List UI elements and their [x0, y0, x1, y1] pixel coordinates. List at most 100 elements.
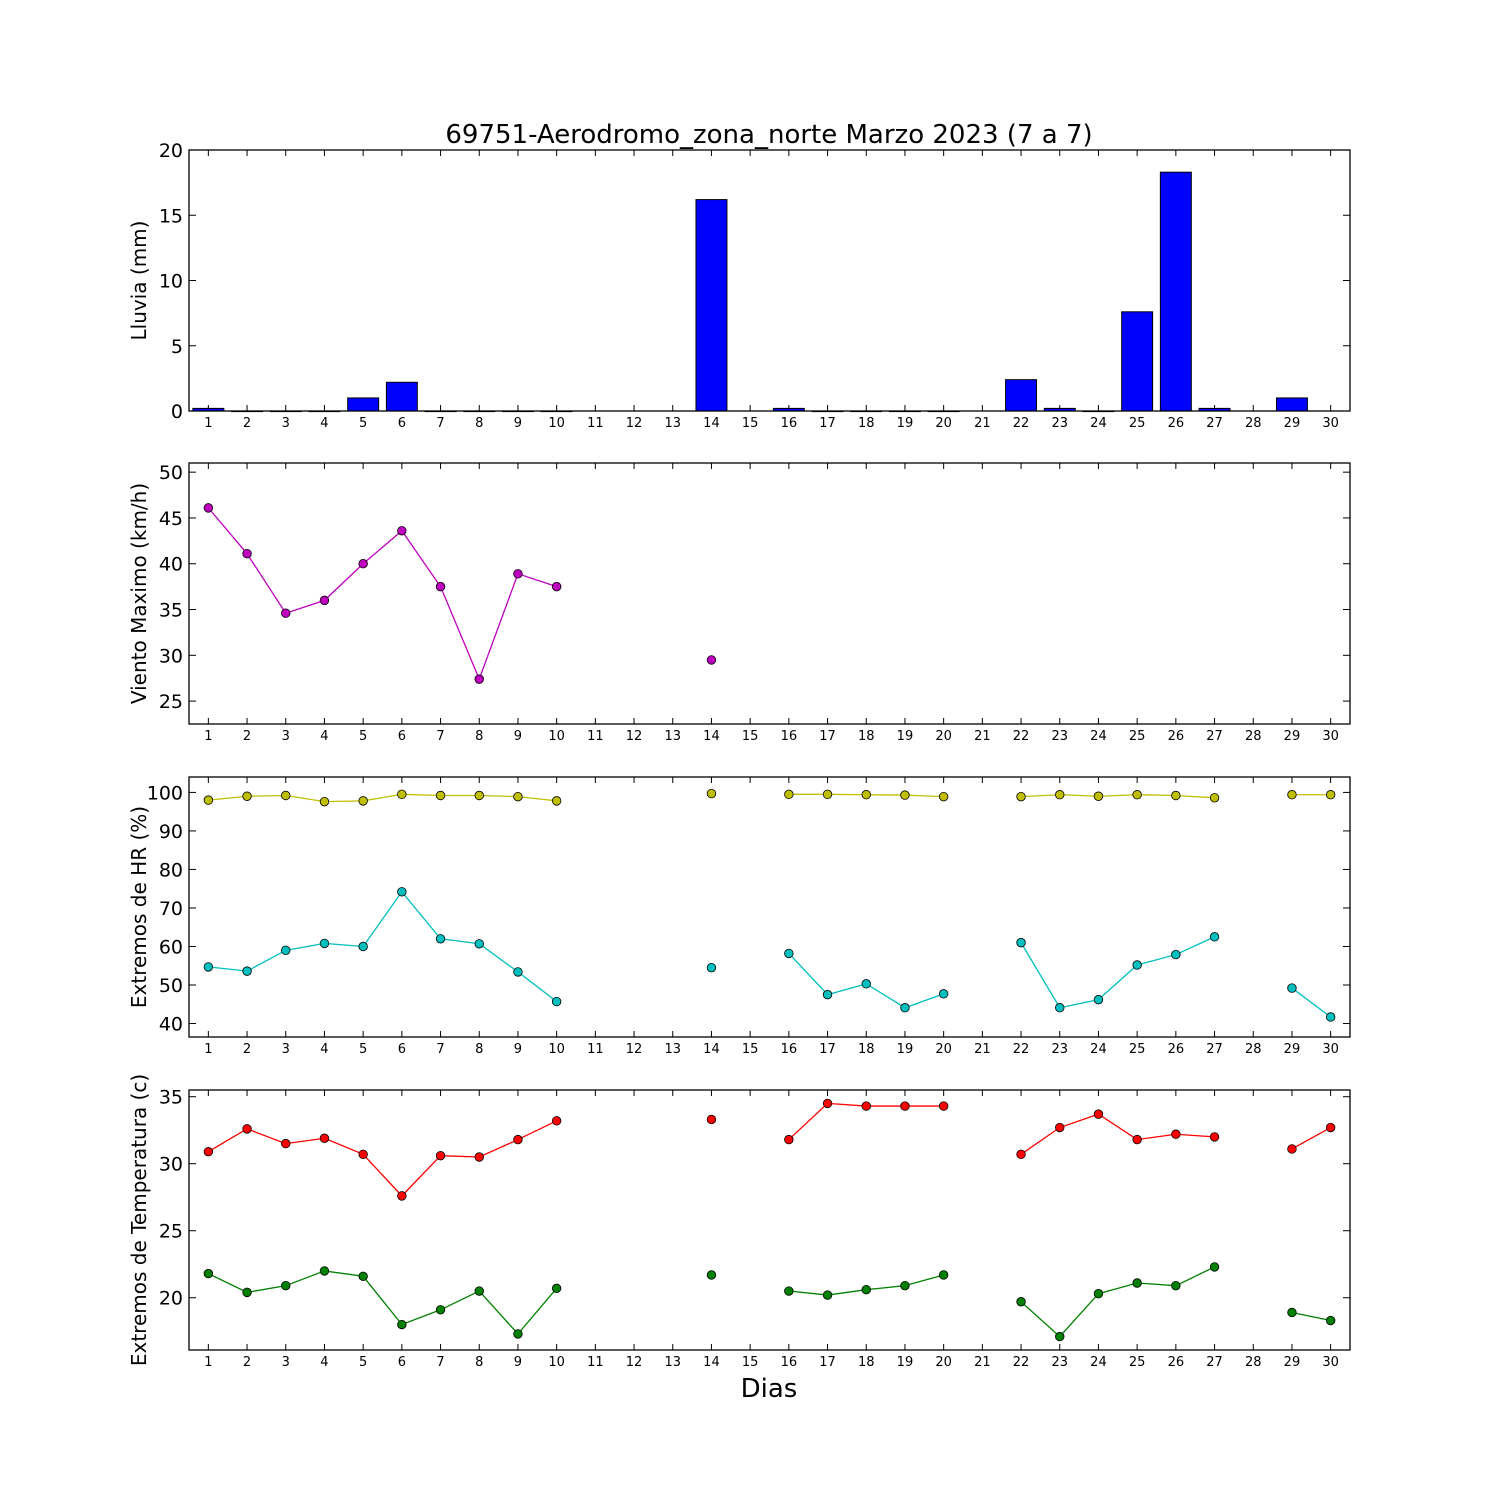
- series-1-point-day-5: [358, 1271, 368, 1281]
- x-tick-label: 4: [320, 1042, 328, 1057]
- series-1-line: [1291, 987, 1332, 1018]
- rain-bar-day-22: [1005, 379, 1038, 412]
- series-0-point-day-18: [861, 1101, 871, 1111]
- series-1-point-day-16: [784, 948, 794, 959]
- series-0-point-day-30: [1325, 790, 1336, 800]
- x-tick-label: 14: [703, 1355, 720, 1370]
- x-tick-label: 4: [320, 416, 328, 431]
- figure-title: 69751-Aerodromo_zona_norte Marzo 2023 (7…: [445, 120, 1092, 150]
- x-tick-label: 25: [1129, 1042, 1146, 1057]
- y-tick-label: 35: [159, 1087, 183, 1109]
- series-0-point-day-3: [281, 1138, 291, 1149]
- x-tick-label: 7: [436, 729, 444, 744]
- series-0-point-day-6: [397, 789, 407, 800]
- rain-bar-day-14: [695, 199, 728, 412]
- x-tick-label: 24: [1090, 1355, 1107, 1370]
- x-tick-label: 19: [897, 1355, 914, 1370]
- series-0-point-day-2: [242, 548, 252, 559]
- x-tick-label: 11: [587, 1042, 604, 1057]
- y-tick-label: 0: [171, 401, 183, 423]
- series-0-point-day-30: [1325, 1122, 1336, 1133]
- series-1-point-day-5: [358, 941, 368, 952]
- series-0-point-day-27: [1209, 793, 1220, 803]
- series-0-point-day-24: [1093, 791, 1104, 801]
- y-tick-label: 20: [159, 140, 183, 162]
- y-tick-label: 30: [159, 645, 183, 667]
- x-tick-label: 25: [1129, 1355, 1146, 1370]
- x-tick-label: 17: [819, 729, 836, 744]
- series-0-point-day-8: [474, 674, 484, 684]
- series-1-point-day-22: [1016, 937, 1026, 948]
- y-axis-label: Extremos de HR (%): [127, 806, 151, 1008]
- rain-bar-day-25: [1121, 311, 1154, 412]
- series-0-line: [207, 507, 557, 681]
- x-tick-label: 24: [1090, 729, 1107, 744]
- x-tick-label: 16: [781, 1042, 798, 1057]
- series-0-point-day-4: [319, 595, 330, 606]
- x-tick-label: 28: [1245, 1042, 1262, 1057]
- y-tick-label: 15: [159, 205, 183, 227]
- x-tick-label: 20: [935, 1355, 952, 1370]
- x-tick-label: 5: [359, 1355, 367, 1370]
- x-tick-label: 21: [974, 1042, 991, 1057]
- x-tick-label: 27: [1206, 1355, 1223, 1370]
- series-1-point-day-19: [900, 1280, 910, 1291]
- x-tick-label: 9: [514, 729, 522, 744]
- series-1-point-day-27: [1209, 1262, 1220, 1272]
- series-1-point-day-18: [861, 1284, 871, 1295]
- x-tick-label: 12: [626, 1355, 643, 1370]
- series-1-point-day-23: [1055, 1003, 1065, 1013]
- x-tick-label: 16: [781, 416, 798, 431]
- series-1-point-day-10: [551, 1283, 562, 1294]
- series-0-point-day-18: [861, 790, 871, 800]
- x-tick-label: 1: [204, 1042, 212, 1057]
- x-tick-label: 14: [703, 729, 720, 744]
- series-1-point-day-1: [203, 1268, 214, 1279]
- x-tick-label: 3: [282, 416, 290, 431]
- x-tick-label: 23: [1051, 729, 1068, 744]
- y-axis-label: Viento Maximo (km/h): [127, 483, 151, 704]
- series-1-point-day-29: [1287, 1307, 1297, 1318]
- series-0-point-day-8: [474, 1152, 484, 1162]
- series-0-point-day-20: [938, 791, 949, 802]
- series-1-point-day-26: [1171, 1280, 1181, 1291]
- series-0-line: [208, 793, 557, 803]
- x-tick-label: 21: [974, 729, 991, 744]
- series-1-point-day-18: [861, 979, 871, 989]
- series-1-point-day-14: [706, 1270, 717, 1280]
- series-0-point-day-20: [938, 1101, 949, 1111]
- series-0-point-day-23: [1055, 1122, 1065, 1133]
- series-1-point-day-7: [435, 934, 446, 944]
- series-0-point-day-1: [203, 795, 214, 805]
- series-1-point-day-3: [281, 1280, 291, 1291]
- series-1-point-day-6: [397, 887, 407, 897]
- x-axis-label: Dias: [741, 1374, 798, 1404]
- y-tick-label: 40: [159, 1014, 183, 1036]
- series-0-point-day-27: [1209, 1132, 1220, 1142]
- x-tick-label: 12: [626, 729, 643, 744]
- y-tick-label: 50: [159, 975, 183, 997]
- series-0-point-day-22: [1016, 791, 1026, 802]
- x-tick-label: 8: [475, 729, 483, 744]
- series-0-point-day-29: [1287, 1144, 1297, 1154]
- series-0-point-day-10: [551, 796, 562, 806]
- x-tick-label: 6: [398, 1355, 406, 1370]
- series-1-point-day-14: [706, 962, 717, 973]
- series-0-point-day-14: [706, 1114, 717, 1125]
- series-1-point-day-4: [319, 938, 330, 949]
- series-1-point-day-9: [513, 1329, 523, 1339]
- x-tick-label: 23: [1051, 1355, 1068, 1370]
- x-tick-label: 10: [548, 729, 565, 744]
- series-1-point-day-24: [1093, 994, 1104, 1005]
- series-0-point-day-6: [397, 526, 407, 536]
- series-0-line: [208, 1120, 557, 1197]
- series-0-line: [1021, 794, 1215, 799]
- series-0-point-day-2: [242, 1124, 252, 1134]
- series-0-point-day-25: [1132, 1134, 1142, 1145]
- x-tick-label: 3: [282, 1355, 290, 1370]
- x-tick-label: 17: [819, 416, 836, 431]
- series-0-point-day-17: [822, 1098, 833, 1109]
- x-tick-label: 26: [1168, 416, 1185, 431]
